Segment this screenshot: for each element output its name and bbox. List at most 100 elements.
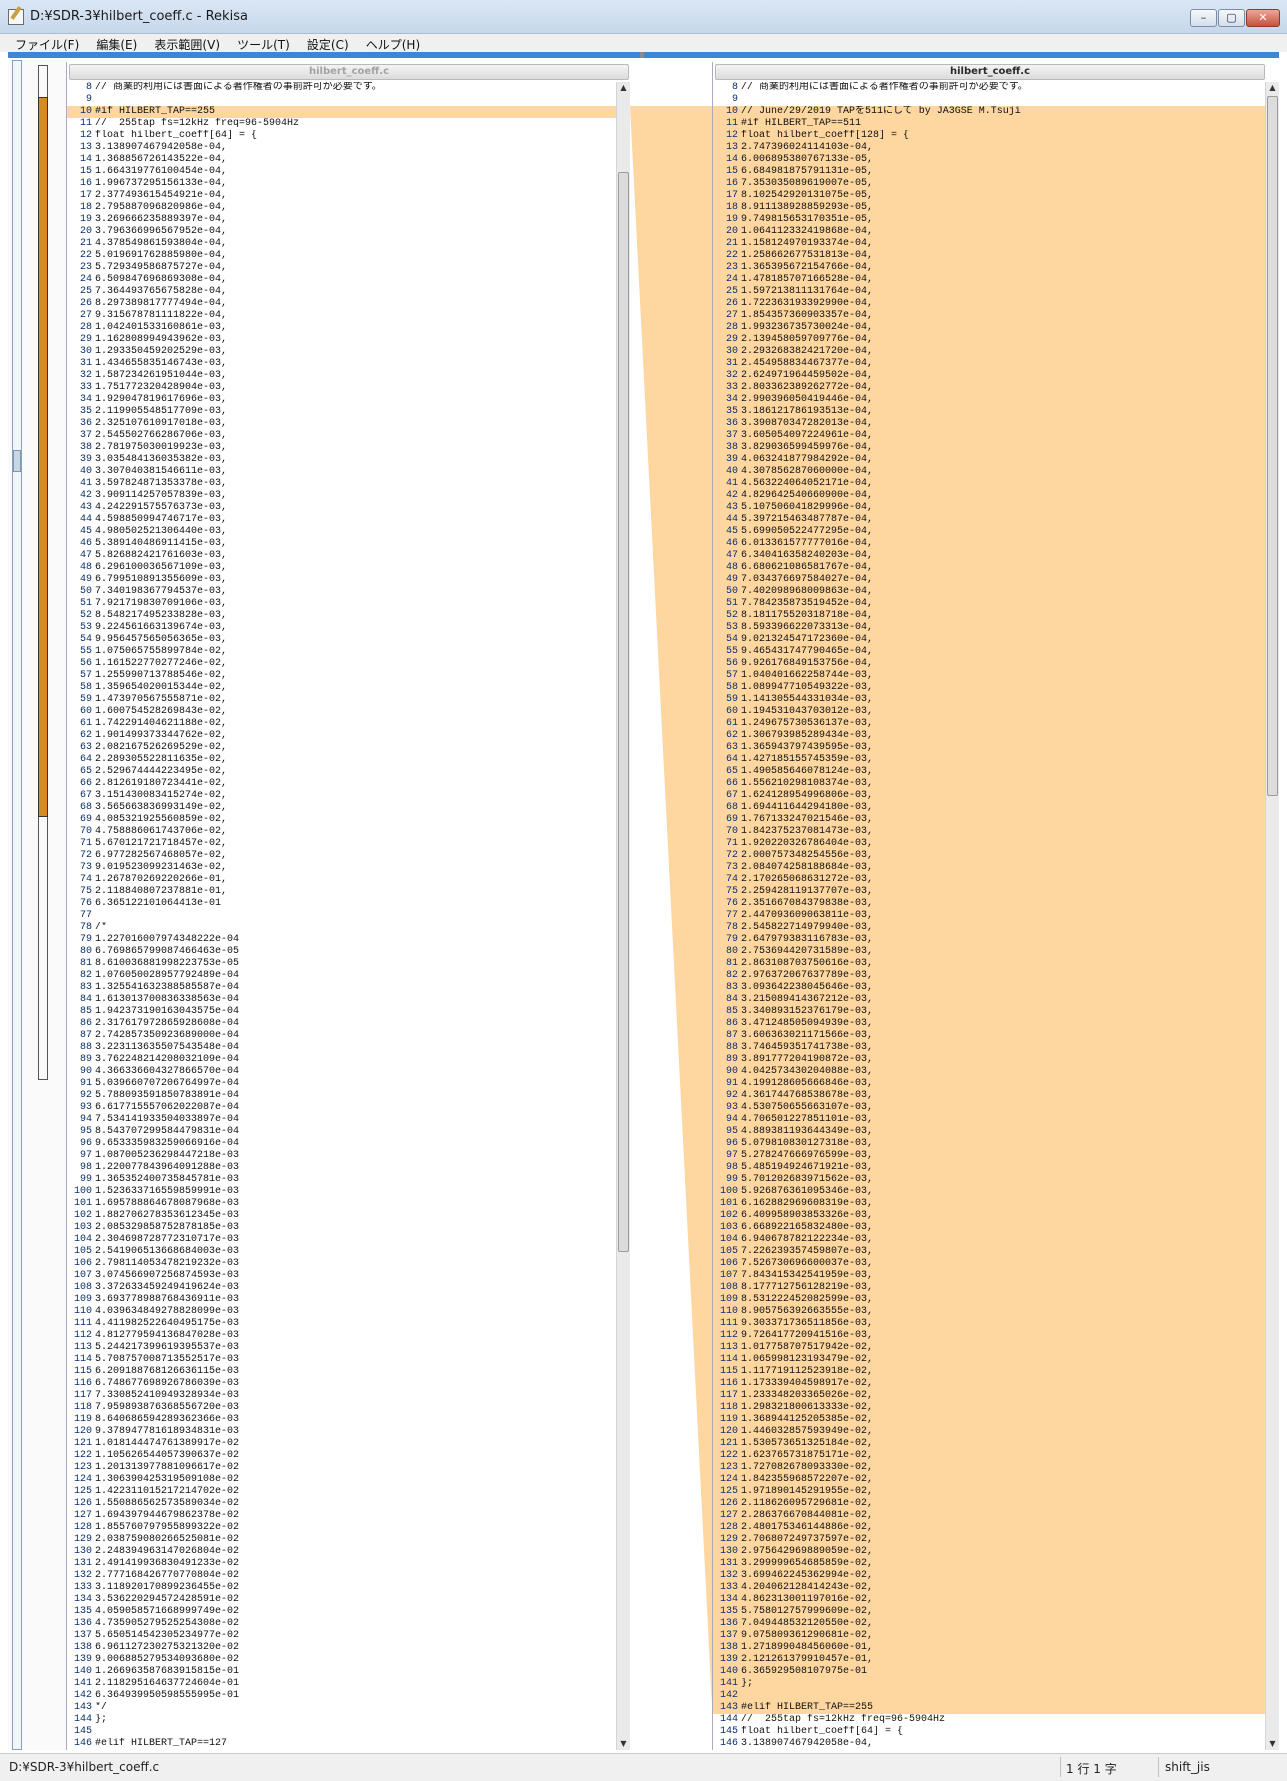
code-line[interactable]: 46 5.389140486911415e-03, bbox=[67, 538, 616, 550]
code-line[interactable]: 122 1.105626544057390637e-02 bbox=[67, 1450, 616, 1462]
code-line[interactable]: 133 4.204062128414243e-02, bbox=[713, 1582, 1265, 1594]
code-line[interactable]: 145 bbox=[67, 1726, 616, 1738]
code-line[interactable]: 25 7.364493765675828e-04, bbox=[67, 286, 616, 298]
left-vertical-scrollbar[interactable]: ▲ ▼ bbox=[616, 82, 630, 1750]
code-line[interactable]: 137 5.650514542305234977e-02 bbox=[67, 1630, 616, 1642]
code-line[interactable]: 126 2.118626095729681e-02, bbox=[713, 1498, 1265, 1510]
code-line[interactable]: 59 1.473970567555871e-02, bbox=[67, 694, 616, 706]
code-line[interactable]: 145 float hilbert_coeff[64] = { bbox=[713, 1726, 1265, 1738]
code-line[interactable]: 132 3.699462245362994e-02, bbox=[713, 1570, 1265, 1582]
code-line[interactable]: 31 1.434655835146743e-03, bbox=[67, 358, 616, 370]
code-line[interactable]: 44 5.397215463487787e-04, bbox=[713, 514, 1265, 526]
code-line[interactable]: 22 1.258662677531813e-04, bbox=[713, 250, 1265, 262]
code-line[interactable]: 125 1.971890145291955e-02, bbox=[713, 1486, 1265, 1498]
code-line[interactable]: 106 7.526730696600037e-03, bbox=[713, 1258, 1265, 1270]
code-line[interactable]: 72 6.977282567468057e-02, bbox=[67, 850, 616, 862]
left-scroll-up-arrow[interactable]: ▲ bbox=[620, 83, 627, 92]
code-line[interactable]: 49 7.034376697584027e-04, bbox=[713, 574, 1265, 586]
code-line[interactable]: 43 5.107506041829996e-04, bbox=[713, 502, 1265, 514]
code-line[interactable]: 24 1.478185707166528e-04, bbox=[713, 274, 1265, 286]
code-line[interactable]: 102 6.409958903853326e-03, bbox=[713, 1210, 1265, 1222]
code-line[interactable]: 98 1.220077843964091288e-03 bbox=[67, 1162, 616, 1174]
menu-view-range[interactable]: 表示範囲(V) bbox=[154, 38, 220, 52]
code-line[interactable]: 112 9.726417720941516e-03, bbox=[713, 1330, 1265, 1342]
code-line[interactable]: 8// 商業的利用には書面による著作権者の事前許可が必要です。 bbox=[713, 82, 1265, 94]
code-line[interactable]: 102 1.882706278353612345e-03 bbox=[67, 1210, 616, 1222]
code-line[interactable]: 141}; bbox=[713, 1678, 1265, 1690]
code-line[interactable]: 118 7.959893876368556720e-03 bbox=[67, 1402, 616, 1414]
code-line[interactable]: 34 1.929047819617696e-03, bbox=[67, 394, 616, 406]
code-line[interactable]: 104 2.304698728772310717e-03 bbox=[67, 1234, 616, 1246]
code-line[interactable]: 96 9.653335983259066916e-04 bbox=[67, 1138, 616, 1150]
code-line[interactable]: 143 */ bbox=[67, 1702, 616, 1714]
code-line[interactable]: 80 2.753694420731589e-03, bbox=[713, 946, 1265, 958]
code-line[interactable]: 15 6.684981875791131e-05, bbox=[713, 166, 1265, 178]
code-line[interactable]: 20 3.796366996567952e-04, bbox=[67, 226, 616, 238]
code-line[interactable]: 89 3.891777204190872e-03, bbox=[713, 1054, 1265, 1066]
code-line[interactable]: 130 2.248394963147026804e-02 bbox=[67, 1546, 616, 1558]
code-line[interactable]: 109 3.693778988768436911e-03 bbox=[67, 1294, 616, 1306]
code-line[interactable]: 97 5.278247666976599e-03, bbox=[713, 1150, 1265, 1162]
code-line[interactable]: 19 3.269666235889397e-04, bbox=[67, 214, 616, 226]
code-line[interactable]: 40 3.307040381546611e-03, bbox=[67, 466, 616, 478]
code-line[interactable]: 42 4.829642540660900e-04, bbox=[713, 490, 1265, 502]
code-line[interactable]: 131 2.491419936830491233e-02 bbox=[67, 1558, 616, 1570]
code-line[interactable]: 25 1.597213811131764e-04, bbox=[713, 286, 1265, 298]
code-line[interactable]: 9 bbox=[67, 94, 616, 106]
minimize-button[interactable]: – bbox=[1190, 9, 1217, 27]
code-line[interactable]: 81 8.610036881998223753e-05 bbox=[67, 958, 616, 970]
code-line[interactable]: 125 1.422311015217214702e-02 bbox=[67, 1486, 616, 1498]
code-line[interactable]: 136 4.735905279525254308e-02 bbox=[67, 1618, 616, 1630]
code-line[interactable]: 82 1.076050028957792489e-04 bbox=[67, 970, 616, 982]
code-line[interactable]: 83 1.325541632388585587e-04 bbox=[67, 982, 616, 994]
code-line[interactable]: 71 1.920220326786404e-03, bbox=[713, 838, 1265, 850]
code-line[interactable]: 28 1.993236735730024e-04, bbox=[713, 322, 1265, 334]
code-line[interactable]: 110 4.039634849278828099e-03 bbox=[67, 1306, 616, 1318]
code-line[interactable]: 75 2.118840807237881e-01, bbox=[67, 886, 616, 898]
code-line[interactable]: 91 5.039660707206764997e-04 bbox=[67, 1078, 616, 1090]
code-line[interactable]: 128 1.855760797955899322e-02 bbox=[67, 1522, 616, 1534]
code-line[interactable]: 67 1.624128954996806e-03, bbox=[713, 790, 1265, 802]
code-line[interactable]: 50 7.340198367794537e-03, bbox=[67, 586, 616, 598]
code-line[interactable]: 101 6.162882969608319e-03, bbox=[713, 1198, 1265, 1210]
code-line[interactable]: 26 1.722363193392990e-04, bbox=[713, 298, 1265, 310]
code-line[interactable]: 99 5.701202683971562e-03, bbox=[713, 1174, 1265, 1186]
code-line[interactable]: 19 9.749815653170351e-05, bbox=[713, 214, 1265, 226]
code-line[interactable]: 43 4.242291575576373e-03, bbox=[67, 502, 616, 514]
code-line[interactable]: 88 3.746459351741738e-03, bbox=[713, 1042, 1265, 1054]
code-line[interactable]: 62 1.901499373344762e-02, bbox=[67, 730, 616, 742]
code-line[interactable]: 92 4.361744768538678e-03, bbox=[713, 1090, 1265, 1102]
code-line[interactable]: 137 9.075809361290681e-02, bbox=[713, 1630, 1265, 1642]
code-line[interactable]: 146 3.138907467942058e-04, bbox=[713, 1738, 1265, 1750]
code-line[interactable]: 13 3.138907467942058e-04, bbox=[67, 142, 616, 154]
code-line[interactable]: 95 8.543707299584479831e-04 bbox=[67, 1126, 616, 1138]
code-line[interactable]: 140 1.266963587683915815e-01 bbox=[67, 1666, 616, 1678]
code-line[interactable]: 144// 255tap fs=12kHz freq=96-5904Hz bbox=[713, 1714, 1265, 1726]
code-line[interactable]: 103 6.668922165832480e-03, bbox=[713, 1222, 1265, 1234]
code-line[interactable]: 36 2.325107610917018e-03, bbox=[67, 418, 616, 430]
code-line[interactable]: 77 bbox=[67, 910, 616, 922]
code-line[interactable]: 111 9.303371736511856e-03, bbox=[713, 1318, 1265, 1330]
code-line[interactable]: 82 2.976372067637789e-03, bbox=[713, 970, 1265, 982]
code-line[interactable]: 134 4.862313001197016e-02, bbox=[713, 1594, 1265, 1606]
code-line[interactable]: 114 5.708757008713552517e-03 bbox=[67, 1354, 616, 1366]
code-line[interactable]: 32 1.587234261951044e-03, bbox=[67, 370, 616, 382]
code-line[interactable]: 53 8.593396622073313e-04, bbox=[713, 622, 1265, 634]
code-line[interactable]: 60 1.600754528269843e-02, bbox=[67, 706, 616, 718]
code-line[interactable]: 52 8.181175520318718e-04, bbox=[713, 610, 1265, 622]
code-line[interactable]: 79 1.227016007974348222e-04 bbox=[67, 934, 616, 946]
code-line[interactable]: 119 8.640686594289362366e-03 bbox=[67, 1414, 616, 1426]
code-line[interactable]: 64 1.427185155745359e-03, bbox=[713, 754, 1265, 766]
code-line[interactable]: 62 1.306793985289434e-03, bbox=[713, 730, 1265, 742]
code-line[interactable]: 120 9.378947781618934831e-03 bbox=[67, 1426, 616, 1438]
code-line[interactable]: 94 7.534141933504033897e-04 bbox=[67, 1114, 616, 1126]
code-line[interactable]: 79 2.647979383116783e-03, bbox=[713, 934, 1265, 946]
menu-help[interactable]: ヘルプ(H) bbox=[365, 38, 421, 52]
code-line[interactable]: 55 1.075065755899784e-02, bbox=[67, 646, 616, 658]
code-line[interactable]: 61 1.249675730536137e-03, bbox=[713, 718, 1265, 730]
code-line[interactable]: 74 1.267870269220266e-01, bbox=[67, 874, 616, 886]
code-line[interactable]: 69 1.767133247021546e-03, bbox=[713, 814, 1265, 826]
code-line[interactable]: 26 8.297389817777494e-04, bbox=[67, 298, 616, 310]
code-line[interactable]: 109 8.531222452082599e-03, bbox=[713, 1294, 1265, 1306]
code-line[interactable]: 111 4.411982522640495175e-03 bbox=[67, 1318, 616, 1330]
